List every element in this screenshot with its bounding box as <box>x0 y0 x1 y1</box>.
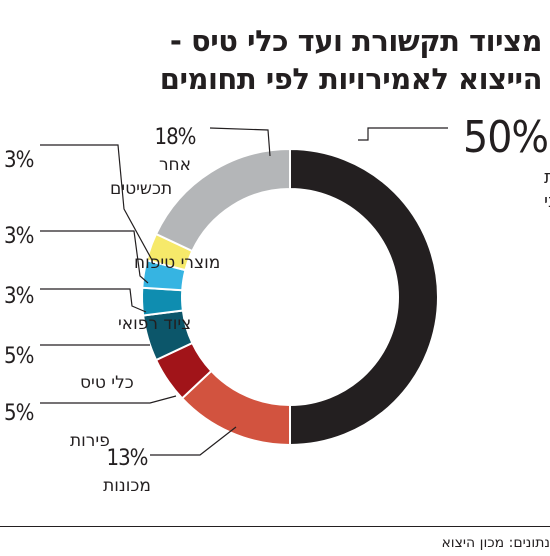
slice-percent-label: 3% <box>4 284 34 309</box>
chart-title: מציוד תקשורת ועד כלי טיס - הייצוא לאמירו… <box>8 22 543 98</box>
slice-category-label: ציוד רפואי <box>118 314 191 334</box>
slice-percent-label: 13% <box>107 446 148 471</box>
slice-category-label: מכונות <box>103 476 151 496</box>
slice-category-label: אחר <box>159 155 191 175</box>
slice-labels: 50% ציוד תקשורת וציוד אלקטרוני 13% מכונות 5% פ… <box>4 112 550 496</box>
leader-line <box>209 127 271 157</box>
leader-line <box>40 230 149 284</box>
donut-slice <box>289 147 439 447</box>
slice-category-label: מוצרי טיפוח <box>134 253 220 273</box>
slice-percent-label: 5% <box>4 344 34 369</box>
leader-line <box>358 127 448 141</box>
donut-slices <box>141 147 439 447</box>
source-note: נתונים: מכון היצוא <box>441 535 550 551</box>
slice-percent-label: 3% <box>4 148 34 173</box>
leader-line <box>40 144 153 261</box>
leader-lines <box>40 127 448 456</box>
slice-percent-label: 18% <box>155 125 196 150</box>
leader-line <box>40 395 177 404</box>
leader-line <box>150 426 237 456</box>
slice-percent-label: 3% <box>4 224 34 249</box>
leader-line <box>40 288 147 313</box>
source-divider <box>0 526 550 527</box>
slice-category-label: פירות <box>70 431 110 451</box>
slice-category-label: ציוד תקשורת <box>544 167 550 188</box>
slice-category-label: וציוד אלקטרוני <box>544 191 550 212</box>
slice-percent-label: 5% <box>4 401 34 426</box>
donut-slice <box>154 147 291 253</box>
donut-slice <box>141 286 184 317</box>
chart-title-line-2: הייצוא לאמירויות לפי תחומים <box>159 62 543 96</box>
slice-category-label: תכשיטים <box>110 179 172 199</box>
chart-title-line-1: מציוד תקשורת ועד כלי טיס - <box>169 24 543 58</box>
slice-category-label: כלי טיס <box>80 373 134 393</box>
slice-percent-label: 50% <box>463 112 548 163</box>
